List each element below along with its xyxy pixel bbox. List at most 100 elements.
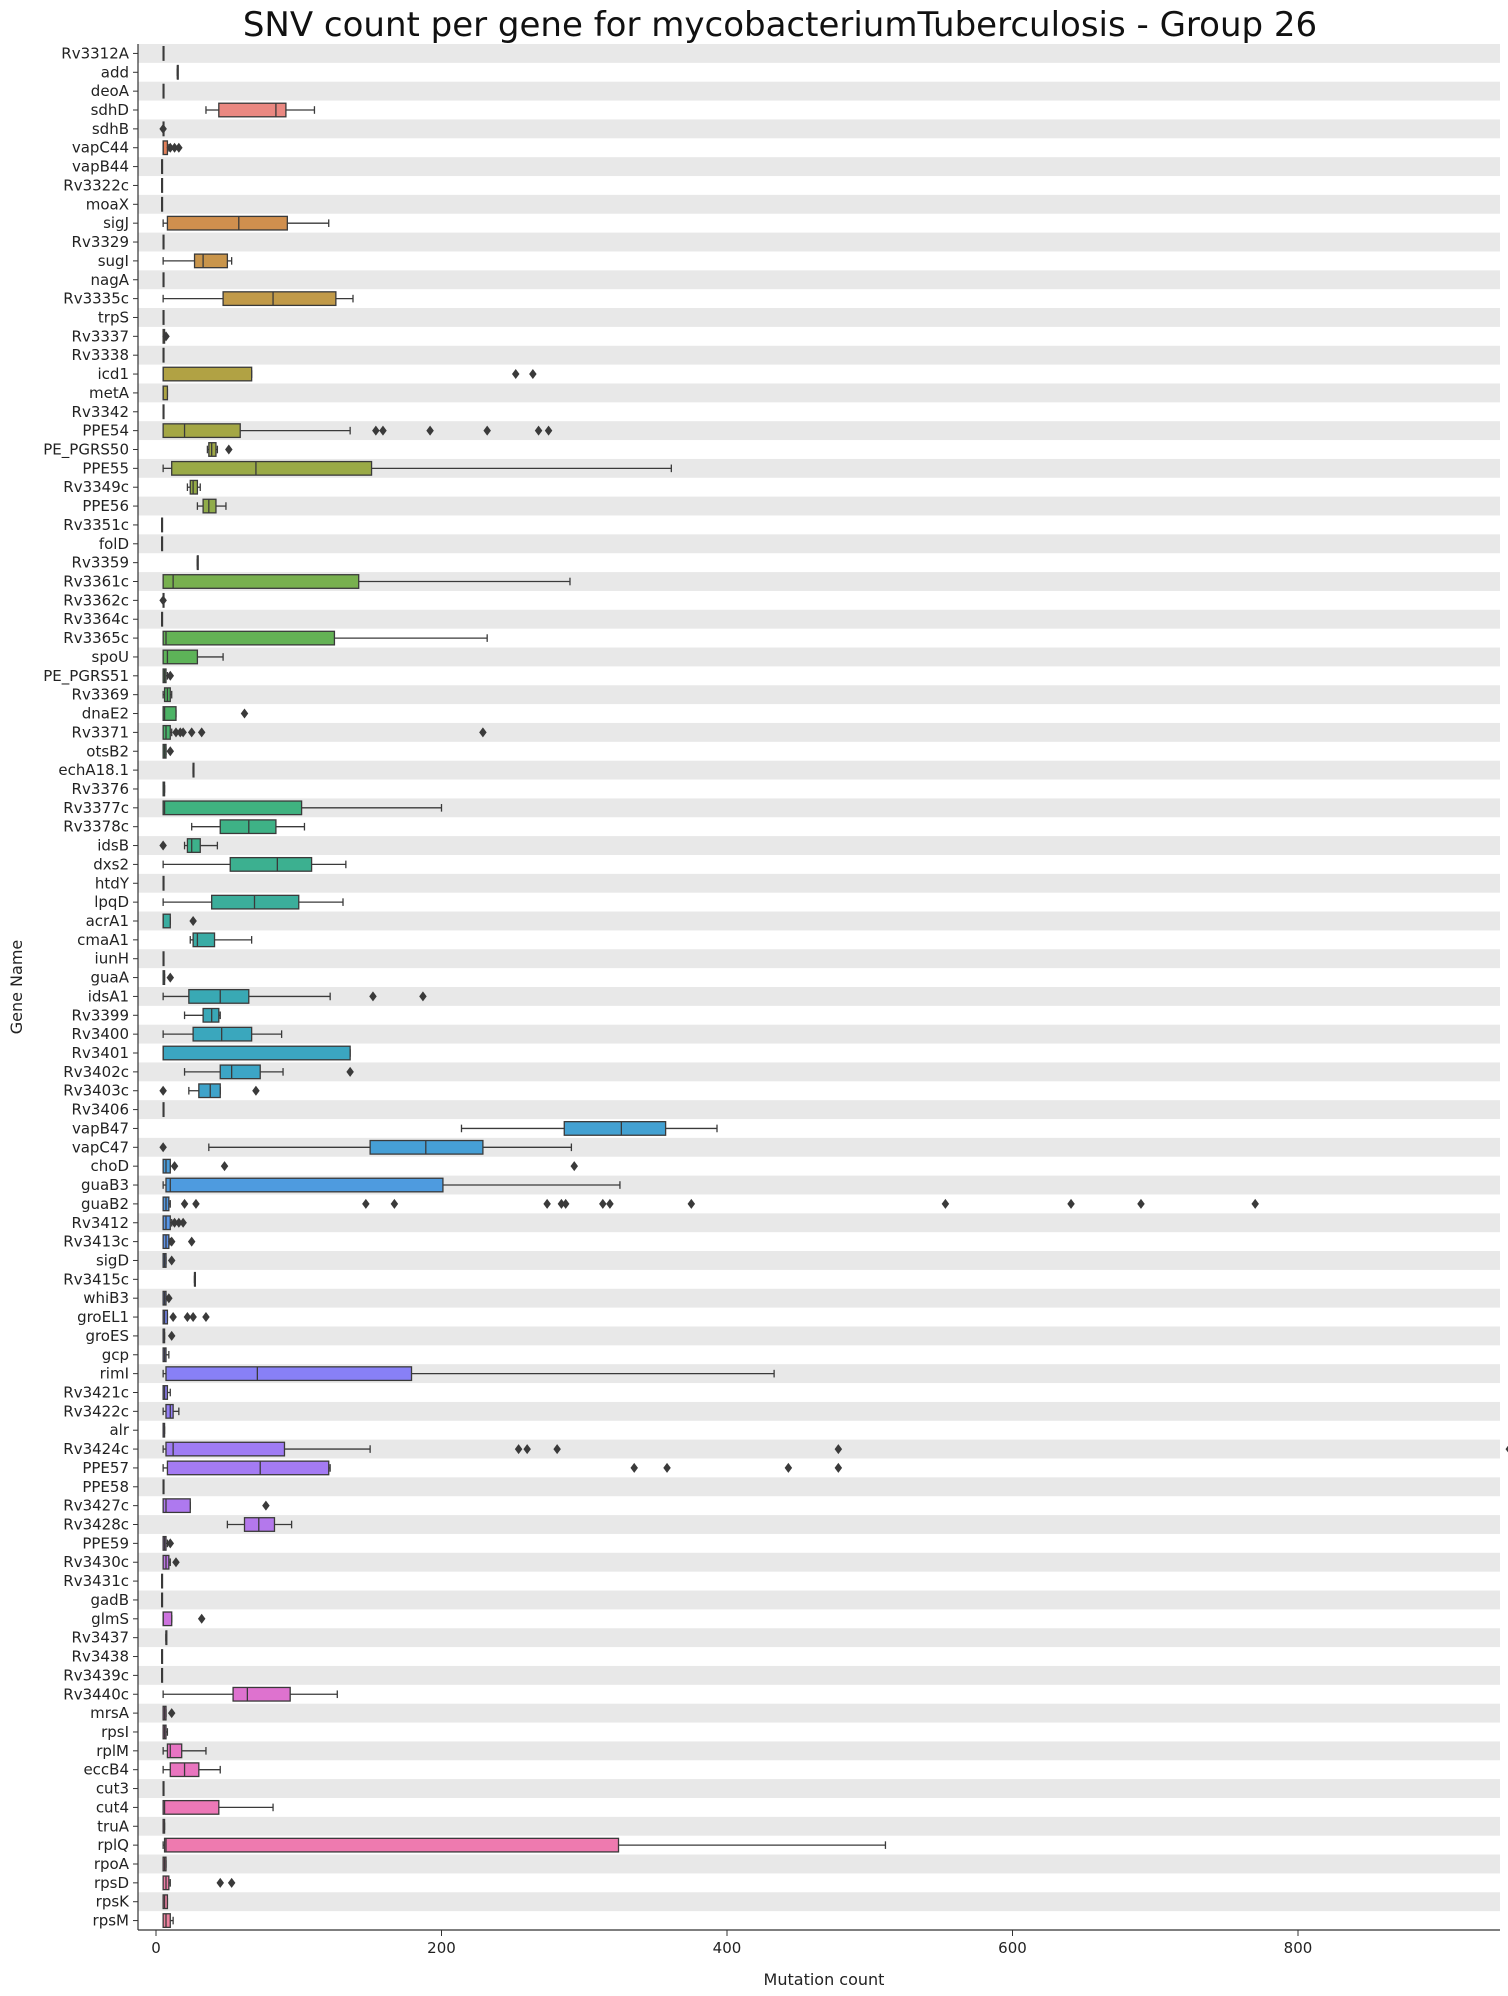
iqr-box	[171, 460, 373, 476]
y-tick-label: mrsA	[90, 1704, 130, 1722]
row-band	[138, 1590, 1500, 1610]
iqr-box	[211, 894, 300, 910]
y-tick-label: Rv3365c	[63, 629, 129, 647]
row-band	[138, 1892, 1500, 1912]
iqr-box	[222, 291, 337, 307]
outlier-point	[379, 425, 387, 436]
y-tick-label: Rv3421c	[63, 1383, 129, 1401]
box-metA	[162, 385, 169, 401]
box-cmaA1	[189, 932, 253, 948]
box-vapC47	[159, 1139, 573, 1155]
y-tick-label: rplQ	[97, 1836, 129, 1854]
outlier-point	[166, 972, 175, 983]
x-tick-label: 800	[1284, 1939, 1313, 1957]
box-icd1	[162, 366, 537, 382]
iqr-box	[232, 1686, 291, 1702]
box-rimI	[162, 1366, 775, 1382]
iqr-box	[563, 1121, 667, 1136]
outlier-point	[165, 1293, 173, 1304]
box-PE_PGRS51	[162, 668, 175, 684]
y-tick-label: Rv3335c	[63, 290, 129, 308]
y-tick-label: Rv3413c	[63, 1233, 129, 1251]
box-groEL1	[162, 1309, 210, 1325]
y-tick-label: Rv3400	[72, 1025, 129, 1043]
iqr-box	[193, 253, 229, 269]
iqr-box	[162, 1799, 220, 1815]
box-Rv3422c	[162, 1403, 180, 1419]
row-band	[138, 345, 1500, 365]
row-band	[138, 760, 1500, 780]
outlier-point	[167, 1255, 176, 1266]
box-Rv3349c	[186, 479, 201, 495]
y-tick-label: Rv3351c	[63, 516, 129, 534]
y-tick-label: cut4	[96, 1798, 129, 1816]
row-band	[138, 1854, 1500, 1874]
iqr-box	[166, 1460, 330, 1476]
y-tick-label: eccB4	[83, 1761, 129, 1779]
iqr-box	[162, 366, 253, 382]
y-tick-label: rpoA	[94, 1855, 130, 1873]
outlier-point	[166, 142, 175, 153]
iqr-box	[162, 1611, 173, 1627]
box-Rv3351c	[161, 517, 164, 533]
box-otsB2	[162, 743, 175, 759]
y-tick-label: rplM	[96, 1742, 129, 1760]
box-Rv3322c	[161, 178, 164, 193]
outlier-point	[663, 1462, 671, 1473]
outlier-point	[172, 1557, 180, 1568]
row-band	[138, 308, 1500, 327]
outlier-point	[1505, 1445, 1508, 1453]
outlier-point	[159, 1142, 167, 1153]
y-tick-label: guaB3	[81, 1176, 129, 1194]
row-band	[138, 1779, 1500, 1798]
outlier-point	[170, 1217, 179, 1228]
box-dxs2	[162, 856, 347, 872]
row-band	[138, 572, 1500, 591]
box-choD	[162, 1158, 579, 1174]
box-Rv3438	[161, 1649, 164, 1664]
outlier-point	[262, 1500, 270, 1511]
iqr-box	[162, 913, 171, 929]
row-band	[138, 421, 1500, 441]
row-band	[138, 232, 1500, 252]
box-Rv3337	[162, 328, 170, 344]
outlier-point	[514, 1444, 523, 1455]
outlier-point	[561, 1198, 570, 1209]
box-rpsK	[162, 1894, 169, 1910]
iqr-box	[186, 838, 201, 853]
outlier-point	[189, 1312, 197, 1323]
x-tick-label: 400	[713, 1939, 742, 1957]
box-moaX	[161, 196, 164, 212]
row-band	[138, 1816, 1500, 1836]
outlier-point	[419, 991, 427, 1002]
outlier-point	[192, 1198, 200, 1209]
outlier-point	[166, 670, 175, 681]
iqr-box	[162, 1498, 191, 1514]
iqr-box	[165, 1366, 413, 1382]
outlier-point	[167, 1708, 176, 1719]
y-tick-label: Rv3438	[72, 1648, 129, 1666]
row-band	[138, 1024, 1500, 1044]
box-Rv3424c	[162, 1441, 1508, 1457]
outlier-point	[197, 727, 206, 738]
outlier-point	[346, 1066, 354, 1077]
iqr-box	[162, 1894, 169, 1910]
iqr-box	[162, 706, 177, 721]
box-Rv3430c	[162, 1554, 180, 1570]
y-tick-label: idsB	[97, 837, 129, 855]
outlier-point	[630, 1462, 638, 1473]
outlier-point	[240, 708, 249, 719]
box-mrsA	[162, 1705, 176, 1721]
box-Rv3413c	[162, 1234, 196, 1250]
y-tick-label: truA	[97, 1817, 130, 1835]
outlier-point	[483, 425, 491, 436]
y-tick-label: sigJ	[103, 214, 129, 232]
row-band	[138, 987, 1500, 1006]
outlier-point	[179, 727, 187, 738]
row-band	[138, 685, 1500, 705]
iqr-box	[162, 574, 360, 589]
outlier-point	[159, 595, 167, 606]
outlier-point	[390, 1198, 399, 1209]
box-Rv3440c	[162, 1686, 338, 1702]
